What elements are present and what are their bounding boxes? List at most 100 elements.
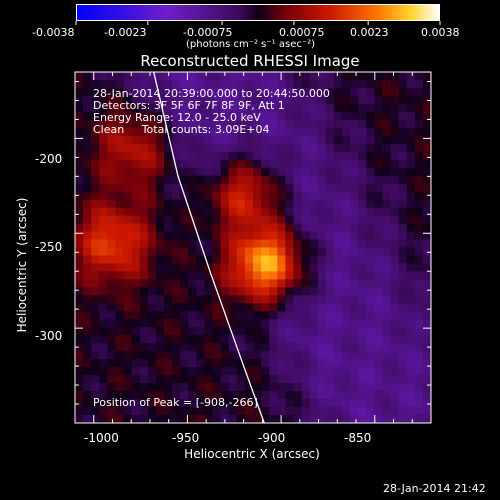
x-tick-label: -850 [344, 431, 372, 445]
heat-pixel [398, 247, 408, 257]
heat-pixel [382, 167, 392, 177]
heat-pixel [155, 151, 165, 161]
heat-pixel [99, 303, 108, 312]
heat-pixel [301, 167, 311, 177]
heat-pixel [75, 159, 84, 169]
heat-pixel [277, 279, 286, 288]
heat-pixel [317, 279, 327, 288]
heat-pixel [107, 287, 117, 296]
heat-pixel [366, 215, 375, 225]
heat-pixel [406, 263, 416, 273]
heat-pixel [107, 127, 117, 137]
heat-pixel [147, 375, 157, 384]
heat-pixel [317, 287, 327, 296]
heat-pixel [220, 72, 230, 81]
heat-pixel [374, 183, 384, 193]
heat-pixel [317, 79, 327, 89]
heat-pixel [147, 191, 157, 201]
heat-pixel [414, 263, 424, 273]
heat-pixel [366, 415, 375, 423]
heat-pixel [269, 167, 278, 177]
heat-pixel [83, 367, 92, 376]
heat-pixel [83, 135, 92, 145]
heat-pixel [406, 231, 416, 241]
heat-pixel [317, 151, 327, 161]
heat-pixel [236, 215, 246, 225]
heat-pixel [398, 127, 408, 137]
heat-pixel [277, 335, 286, 344]
heat-pixel [75, 311, 84, 320]
heat-pixel [309, 263, 319, 273]
heat-pixel [422, 215, 431, 225]
heat-pixel [277, 199, 286, 209]
heat-pixel [358, 383, 367, 392]
heat-pixel [325, 271, 335, 281]
heat-pixel [422, 231, 431, 241]
heat-pixel [91, 367, 100, 376]
heat-pixel [350, 351, 359, 360]
heat-pixel [293, 391, 303, 400]
heat-pixel [301, 383, 311, 392]
heat-pixel [285, 151, 295, 161]
heat-pixel [228, 207, 238, 217]
heat-pixel [342, 231, 351, 241]
heat-pixel [374, 95, 384, 105]
heat-pixel [180, 183, 189, 193]
heat-pixel [269, 183, 278, 193]
heat-pixel [406, 199, 416, 209]
heat-pixel [147, 159, 157, 169]
heat-pixel [107, 247, 117, 257]
heat-pixel [422, 199, 431, 209]
heat-pixel [139, 207, 149, 217]
heat-pixel [374, 103, 384, 113]
heat-pixel [269, 215, 278, 225]
heat-pixel [99, 207, 108, 217]
heat-pixel [269, 359, 278, 368]
heat-pixel [253, 143, 262, 153]
heat-pixel [277, 159, 286, 169]
heat-pixel [99, 383, 108, 392]
heat-pixel [293, 255, 303, 265]
heat-pixel [382, 135, 392, 145]
heat-pixel [220, 311, 230, 320]
heat-pixel [236, 255, 246, 265]
heat-pixel [333, 295, 343, 304]
heat-pixel [75, 127, 84, 137]
heat-pixel [212, 375, 222, 384]
heat-pixel [75, 263, 84, 273]
heat-pixel [366, 271, 375, 281]
heat-pixel [350, 127, 359, 137]
heat-pixel [285, 367, 295, 376]
heat-pixel [236, 359, 246, 368]
heat-pixel [220, 215, 230, 225]
heat-pixel [244, 167, 254, 177]
heat-pixel [333, 223, 343, 233]
heat-pixel [131, 367, 141, 376]
heat-pixel [131, 79, 141, 89]
heat-pixel [253, 383, 262, 392]
heat-pixel [91, 295, 100, 304]
heat-pixel [236, 247, 246, 257]
heat-pixel [236, 175, 246, 185]
heat-pixel [350, 79, 359, 89]
heat-pixel [325, 191, 335, 201]
heat-pixel [261, 151, 270, 161]
heat-pixel [139, 327, 149, 336]
heat-pixel [293, 199, 303, 209]
heat-pixel [236, 207, 246, 217]
heat-pixel [293, 247, 303, 257]
heat-pixel [390, 151, 400, 161]
heat-pixel [285, 231, 295, 241]
heat-pixel [164, 191, 173, 201]
heat-pixel [382, 199, 392, 209]
heat-pixel [382, 415, 392, 423]
heat-pixel [236, 119, 246, 129]
heat-pixel [123, 255, 133, 265]
heat-pixel [398, 303, 408, 312]
heat-pixel [236, 327, 246, 336]
heat-pixel [317, 199, 327, 209]
heat-pixel [204, 271, 214, 281]
heat-pixel [350, 119, 359, 129]
heat-pixel [236, 159, 246, 169]
heat-pixel [422, 327, 431, 336]
